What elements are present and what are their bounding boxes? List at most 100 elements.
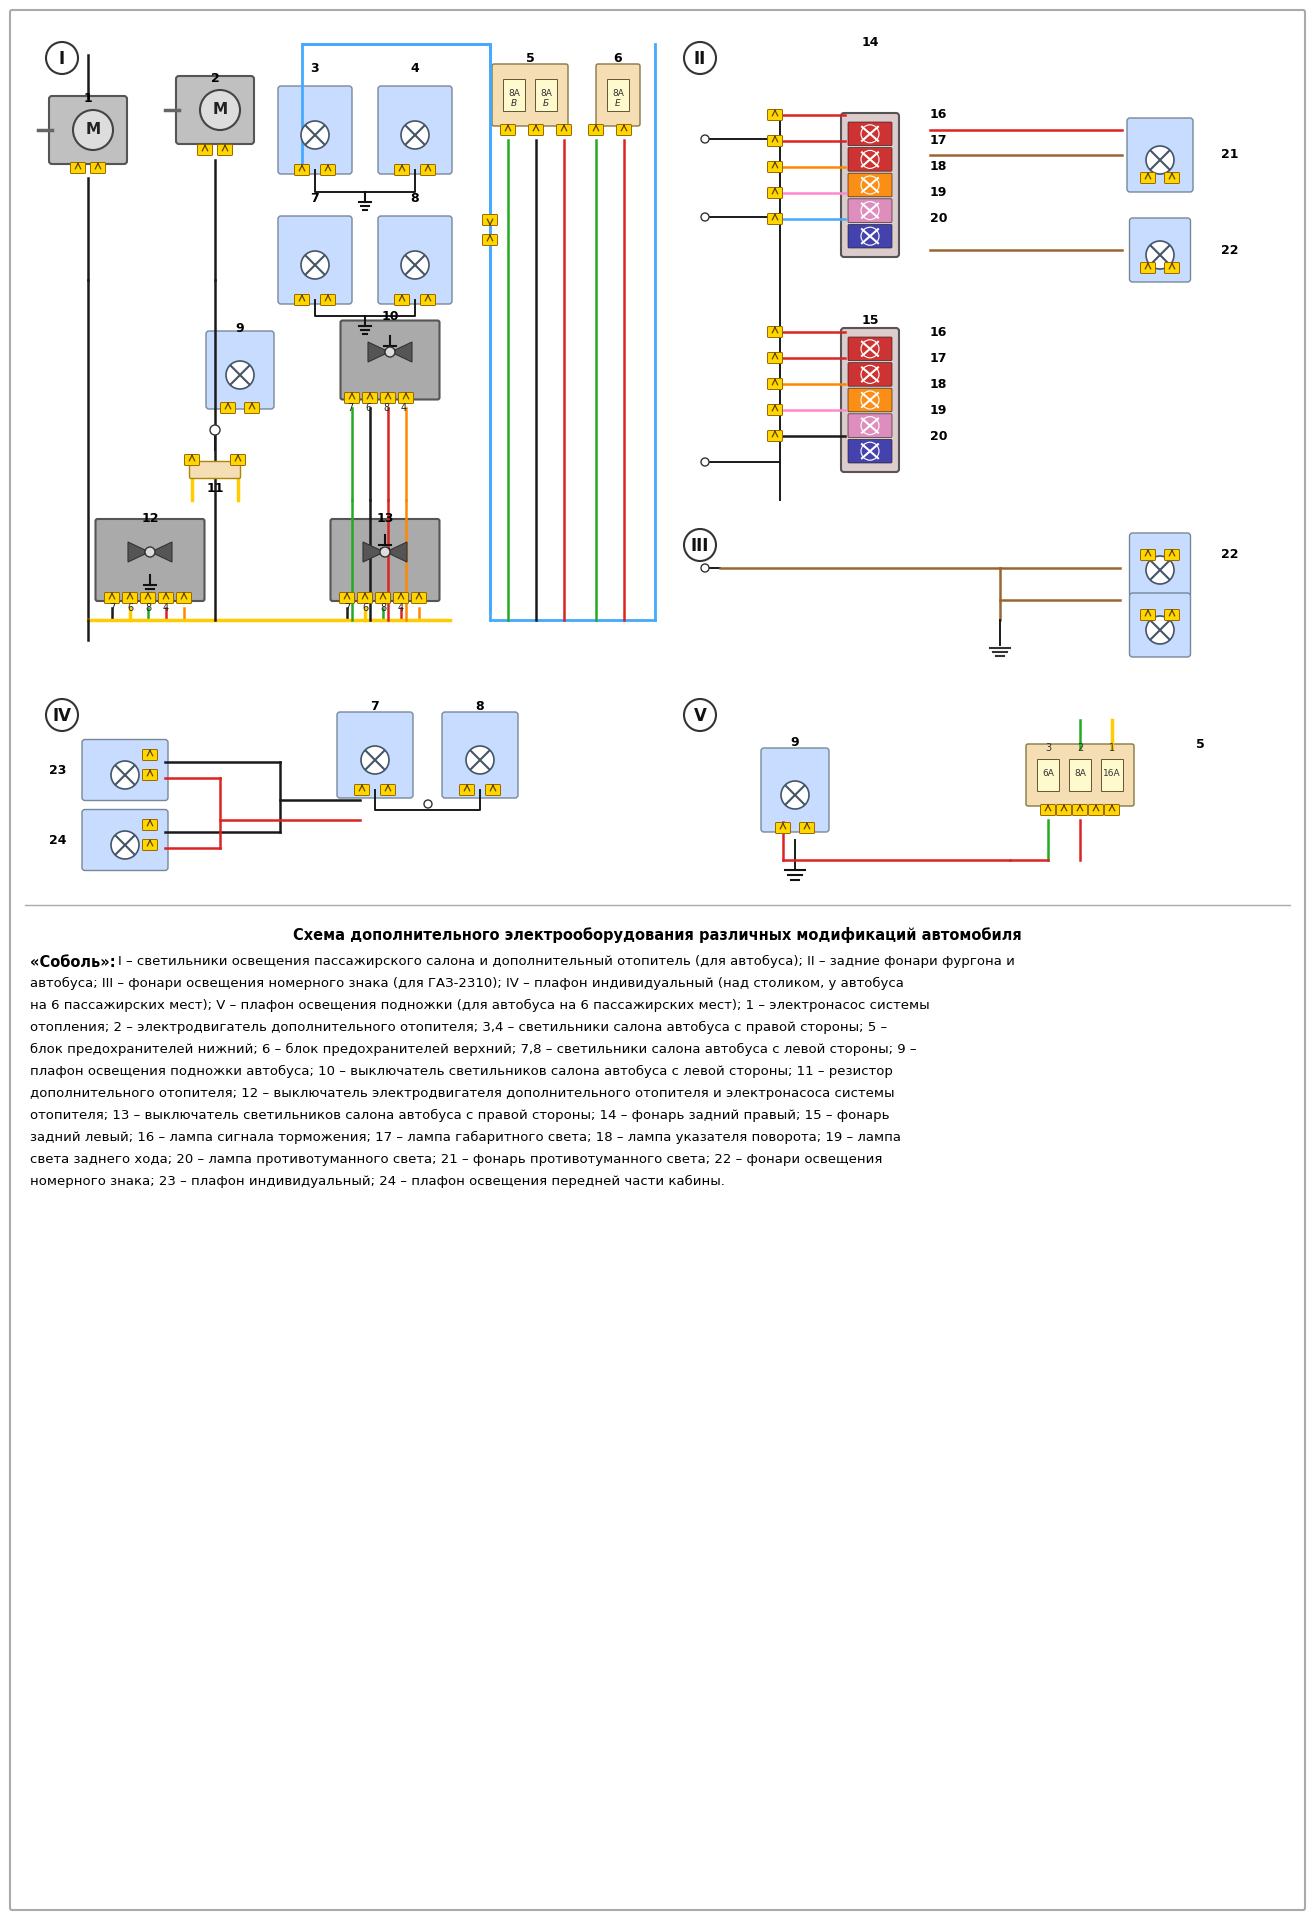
FancyBboxPatch shape [459, 785, 475, 795]
FancyBboxPatch shape [377, 86, 452, 175]
FancyBboxPatch shape [1140, 173, 1156, 184]
Text: 1: 1 [1109, 743, 1115, 753]
Circle shape [110, 831, 139, 858]
Text: 8: 8 [145, 603, 151, 612]
FancyBboxPatch shape [358, 593, 372, 603]
FancyBboxPatch shape [221, 403, 235, 413]
FancyBboxPatch shape [1130, 219, 1190, 282]
Circle shape [145, 547, 155, 557]
FancyBboxPatch shape [339, 593, 355, 603]
FancyBboxPatch shape [848, 440, 892, 463]
Circle shape [210, 424, 220, 436]
Text: 6: 6 [366, 403, 371, 413]
FancyBboxPatch shape [82, 739, 168, 801]
FancyBboxPatch shape [245, 403, 259, 413]
FancyBboxPatch shape [142, 770, 158, 781]
Text: 20: 20 [930, 430, 948, 442]
FancyBboxPatch shape [330, 518, 439, 601]
Text: 8: 8 [383, 403, 389, 413]
FancyBboxPatch shape [295, 294, 309, 305]
FancyBboxPatch shape [1165, 549, 1180, 561]
FancyBboxPatch shape [91, 163, 105, 173]
FancyBboxPatch shape [82, 810, 168, 870]
FancyBboxPatch shape [295, 165, 309, 175]
Text: номерного знака; 23 – плафон индивидуальный; 24 – плафон освещения передней част: номерного знака; 23 – плафон индивидуаль… [30, 1175, 725, 1188]
Text: 2: 2 [1077, 743, 1084, 753]
FancyBboxPatch shape [380, 785, 396, 795]
Polygon shape [155, 541, 172, 563]
Text: 16: 16 [930, 326, 947, 338]
Text: 2: 2 [210, 71, 220, 84]
Text: Схема дополнительного электрооборудования различных модификаций автомобиля: Схема дополнительного электрооборудовани… [293, 927, 1022, 943]
Circle shape [362, 747, 389, 774]
FancyBboxPatch shape [142, 749, 158, 760]
FancyBboxPatch shape [1165, 609, 1180, 620]
Circle shape [1145, 557, 1174, 584]
FancyBboxPatch shape [122, 593, 138, 603]
Text: 9: 9 [790, 735, 800, 749]
Circle shape [74, 109, 113, 150]
FancyBboxPatch shape [1105, 804, 1119, 816]
FancyBboxPatch shape [800, 822, 814, 833]
Bar [1069, 758, 1091, 791]
FancyBboxPatch shape [768, 353, 782, 363]
Circle shape [684, 42, 715, 75]
Text: 20: 20 [930, 213, 948, 225]
Circle shape [684, 699, 715, 732]
FancyBboxPatch shape [848, 338, 892, 361]
Text: 5: 5 [526, 52, 534, 65]
FancyBboxPatch shape [217, 144, 233, 156]
Circle shape [110, 760, 139, 789]
Text: 7: 7 [347, 403, 354, 413]
FancyBboxPatch shape [768, 213, 782, 225]
Text: 11: 11 [206, 482, 224, 495]
Text: блок предохранителей нижний; 6 – блок предохранителей верхний; 7,8 – светильники: блок предохранителей нижний; 6 – блок пр… [30, 1043, 917, 1056]
FancyBboxPatch shape [768, 109, 782, 121]
FancyBboxPatch shape [768, 430, 782, 442]
Text: 7: 7 [345, 603, 350, 612]
FancyBboxPatch shape [176, 77, 254, 144]
FancyBboxPatch shape [376, 593, 391, 603]
Text: 23: 23 [49, 764, 67, 776]
FancyBboxPatch shape [1073, 804, 1088, 816]
Text: 6: 6 [614, 52, 622, 65]
Circle shape [701, 213, 709, 221]
FancyBboxPatch shape [142, 820, 158, 831]
Text: 8: 8 [410, 192, 419, 205]
Text: 6: 6 [128, 603, 133, 612]
FancyBboxPatch shape [96, 518, 205, 601]
FancyBboxPatch shape [341, 321, 439, 399]
FancyBboxPatch shape [483, 234, 497, 246]
Circle shape [701, 459, 709, 467]
Circle shape [380, 547, 391, 557]
FancyBboxPatch shape [363, 392, 377, 403]
Text: I – светильники освещения пассажирского салона и дополнительный отопитель (для а: I – светильники освещения пассажирского … [118, 954, 1015, 968]
FancyBboxPatch shape [104, 593, 120, 603]
Text: 8A: 8A [540, 88, 552, 98]
Circle shape [781, 781, 809, 808]
FancyBboxPatch shape [848, 388, 892, 411]
FancyBboxPatch shape [483, 215, 497, 225]
Polygon shape [363, 541, 380, 563]
Text: 22: 22 [1222, 549, 1239, 561]
FancyBboxPatch shape [277, 217, 352, 303]
FancyBboxPatch shape [848, 415, 892, 438]
FancyBboxPatch shape [71, 163, 85, 173]
FancyBboxPatch shape [394, 294, 409, 305]
Text: плафон освещения подножки автобуса; 10 – выключатель светильников салона автобус: плафон освещения подножки автобуса; 10 –… [30, 1066, 893, 1077]
FancyBboxPatch shape [596, 63, 640, 127]
Text: 6A: 6A [1041, 768, 1053, 778]
Text: 22: 22 [1222, 244, 1239, 257]
Text: 4: 4 [401, 403, 408, 413]
FancyBboxPatch shape [11, 10, 1304, 1910]
FancyBboxPatch shape [1130, 534, 1190, 597]
Circle shape [1145, 146, 1174, 175]
Text: Е: Е [615, 100, 621, 109]
Text: 9: 9 [235, 321, 245, 334]
FancyBboxPatch shape [768, 136, 782, 146]
FancyBboxPatch shape [1140, 609, 1156, 620]
Circle shape [46, 699, 78, 732]
FancyBboxPatch shape [321, 294, 335, 305]
Circle shape [701, 134, 709, 142]
Text: «Соболь»:: «Соболь»: [30, 954, 121, 970]
